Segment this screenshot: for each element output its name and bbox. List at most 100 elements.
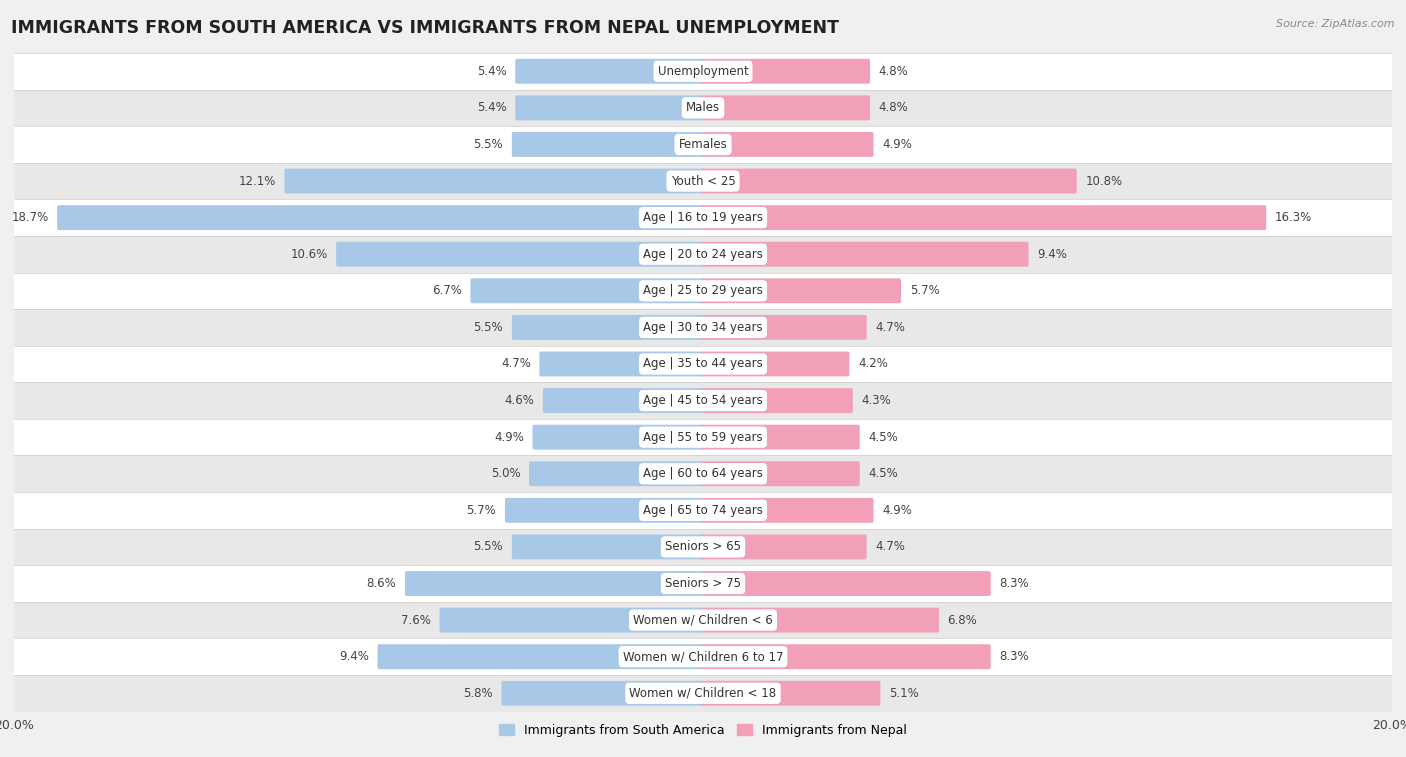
Text: 5.7%: 5.7% [910, 285, 939, 298]
FancyBboxPatch shape [702, 351, 849, 376]
Text: IMMIGRANTS FROM SOUTH AMERICA VS IMMIGRANTS FROM NEPAL UNEMPLOYMENT: IMMIGRANTS FROM SOUTH AMERICA VS IMMIGRA… [11, 19, 839, 37]
Text: 7.6%: 7.6% [401, 614, 430, 627]
FancyBboxPatch shape [702, 59, 870, 84]
FancyBboxPatch shape [512, 315, 704, 340]
Bar [14, 236, 1392, 273]
Text: 5.8%: 5.8% [463, 687, 494, 699]
Bar [14, 346, 1392, 382]
Bar [14, 492, 1392, 528]
FancyBboxPatch shape [702, 608, 939, 633]
FancyBboxPatch shape [377, 644, 704, 669]
Text: Age | 30 to 34 years: Age | 30 to 34 years [643, 321, 763, 334]
Bar [14, 126, 1392, 163]
Text: 5.5%: 5.5% [474, 321, 503, 334]
Text: 5.0%: 5.0% [491, 467, 520, 480]
FancyBboxPatch shape [702, 95, 870, 120]
Text: Women w/ Children < 6: Women w/ Children < 6 [633, 614, 773, 627]
Text: 4.5%: 4.5% [869, 467, 898, 480]
Text: Seniors > 65: Seniors > 65 [665, 540, 741, 553]
FancyBboxPatch shape [512, 534, 704, 559]
FancyBboxPatch shape [515, 59, 704, 84]
FancyBboxPatch shape [540, 351, 704, 376]
FancyBboxPatch shape [702, 132, 873, 157]
Text: Males: Males [686, 101, 720, 114]
FancyBboxPatch shape [58, 205, 704, 230]
Text: 4.9%: 4.9% [494, 431, 524, 444]
FancyBboxPatch shape [515, 95, 704, 120]
FancyBboxPatch shape [405, 571, 704, 596]
Text: Age | 65 to 74 years: Age | 65 to 74 years [643, 504, 763, 517]
Text: Unemployment: Unemployment [658, 65, 748, 78]
Text: 8.6%: 8.6% [367, 577, 396, 590]
Text: 10.6%: 10.6% [290, 248, 328, 260]
Text: 6.7%: 6.7% [432, 285, 461, 298]
FancyBboxPatch shape [440, 608, 704, 633]
FancyBboxPatch shape [502, 681, 704, 706]
Text: 16.3%: 16.3% [1275, 211, 1312, 224]
FancyBboxPatch shape [543, 388, 704, 413]
FancyBboxPatch shape [702, 241, 1029, 266]
Text: Females: Females [679, 138, 727, 151]
FancyBboxPatch shape [702, 425, 859, 450]
Text: 4.7%: 4.7% [875, 321, 905, 334]
Text: Seniors > 75: Seniors > 75 [665, 577, 741, 590]
Text: 18.7%: 18.7% [11, 211, 48, 224]
FancyBboxPatch shape [702, 315, 866, 340]
FancyBboxPatch shape [702, 498, 873, 523]
Text: 8.3%: 8.3% [1000, 650, 1029, 663]
Text: 10.8%: 10.8% [1085, 175, 1122, 188]
Text: Age | 55 to 59 years: Age | 55 to 59 years [643, 431, 763, 444]
FancyBboxPatch shape [505, 498, 704, 523]
Text: 5.1%: 5.1% [889, 687, 918, 699]
Text: Age | 45 to 54 years: Age | 45 to 54 years [643, 394, 763, 407]
Text: Youth < 25: Youth < 25 [671, 175, 735, 188]
FancyBboxPatch shape [702, 205, 1267, 230]
Text: Source: ZipAtlas.com: Source: ZipAtlas.com [1277, 19, 1395, 29]
Text: 6.8%: 6.8% [948, 614, 977, 627]
FancyBboxPatch shape [702, 169, 1077, 194]
FancyBboxPatch shape [512, 132, 704, 157]
Text: Women w/ Children < 18: Women w/ Children < 18 [630, 687, 776, 699]
Text: 9.4%: 9.4% [1038, 248, 1067, 260]
FancyBboxPatch shape [284, 169, 704, 194]
Text: Age | 16 to 19 years: Age | 16 to 19 years [643, 211, 763, 224]
Text: 5.7%: 5.7% [467, 504, 496, 517]
Text: 4.9%: 4.9% [882, 138, 912, 151]
Text: 4.5%: 4.5% [869, 431, 898, 444]
Bar [14, 528, 1392, 565]
Bar [14, 53, 1392, 89]
Bar [14, 419, 1392, 456]
FancyBboxPatch shape [702, 534, 866, 559]
Text: 4.2%: 4.2% [858, 357, 887, 370]
FancyBboxPatch shape [471, 279, 704, 304]
Text: 5.5%: 5.5% [474, 138, 503, 151]
Text: 4.7%: 4.7% [875, 540, 905, 553]
Text: Age | 20 to 24 years: Age | 20 to 24 years [643, 248, 763, 260]
Bar [14, 602, 1392, 638]
Text: 4.8%: 4.8% [879, 101, 908, 114]
FancyBboxPatch shape [702, 571, 991, 596]
FancyBboxPatch shape [529, 461, 704, 486]
Text: 4.8%: 4.8% [879, 65, 908, 78]
Text: 4.6%: 4.6% [505, 394, 534, 407]
Text: 4.7%: 4.7% [501, 357, 531, 370]
Text: 5.4%: 5.4% [477, 65, 506, 78]
Bar [14, 456, 1392, 492]
FancyBboxPatch shape [702, 644, 991, 669]
Text: 5.5%: 5.5% [474, 540, 503, 553]
Text: Age | 35 to 44 years: Age | 35 to 44 years [643, 357, 763, 370]
Bar [14, 675, 1392, 712]
Text: Women w/ Children 6 to 17: Women w/ Children 6 to 17 [623, 650, 783, 663]
Text: 4.9%: 4.9% [882, 504, 912, 517]
Bar [14, 638, 1392, 675]
Bar [14, 382, 1392, 419]
Text: 4.3%: 4.3% [862, 394, 891, 407]
Legend: Immigrants from South America, Immigrants from Nepal: Immigrants from South America, Immigrant… [494, 718, 912, 742]
Text: 8.3%: 8.3% [1000, 577, 1029, 590]
Text: Age | 60 to 64 years: Age | 60 to 64 years [643, 467, 763, 480]
FancyBboxPatch shape [702, 279, 901, 304]
FancyBboxPatch shape [336, 241, 704, 266]
Bar [14, 89, 1392, 126]
Text: 9.4%: 9.4% [339, 650, 368, 663]
Bar [14, 565, 1392, 602]
